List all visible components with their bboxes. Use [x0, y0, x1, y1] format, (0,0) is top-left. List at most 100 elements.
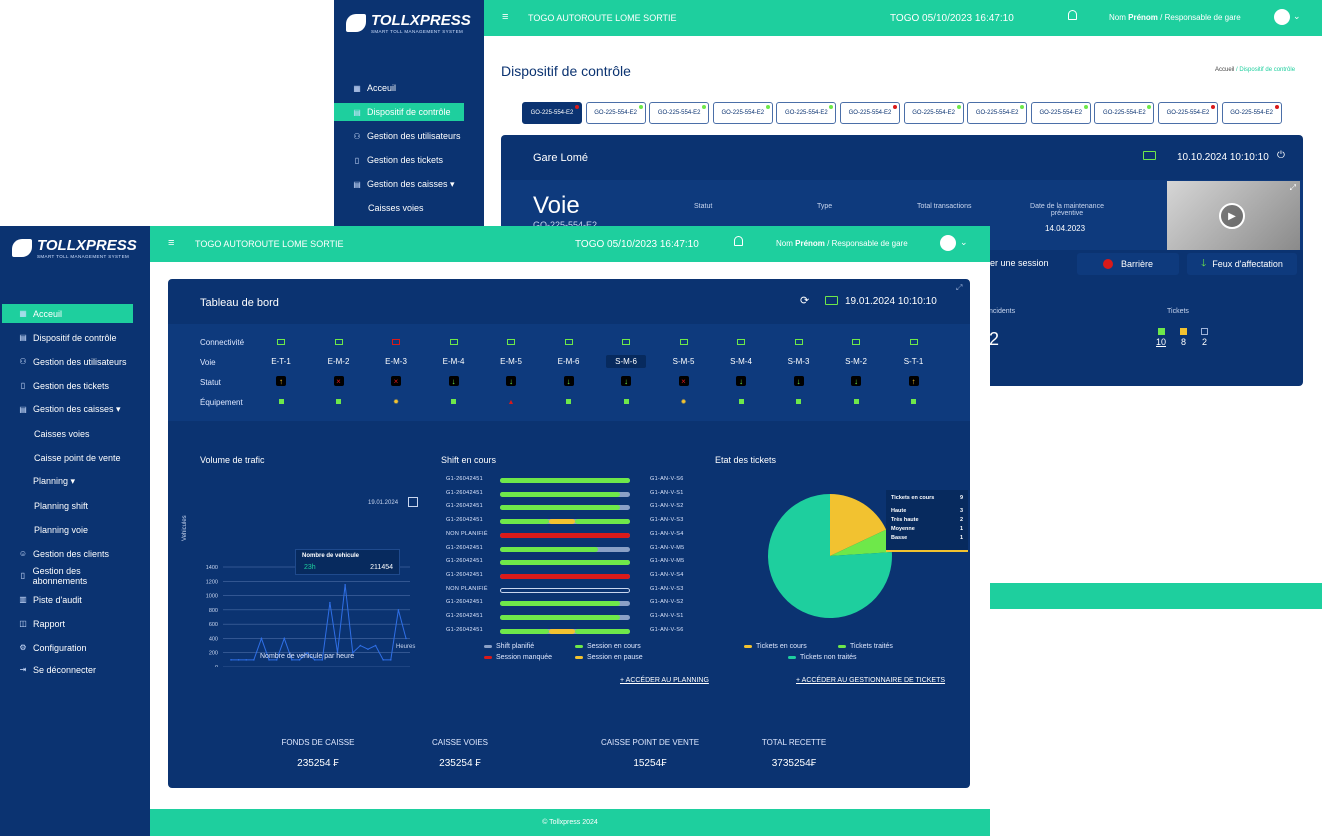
- traffic-point[interactable]: [336, 651, 339, 654]
- device-tab[interactable]: GO-225-554-E2: [522, 102, 582, 124]
- sidebar-item-piste-d-audit[interactable]: ▥ Piste d'audit: [2, 590, 133, 609]
- sidebar-item-acceuil[interactable]: ▦ Acceuil: [334, 79, 464, 97]
- shift-bar[interactable]: [500, 532, 630, 538]
- lane-label[interactable]: S-M-3: [787, 357, 810, 366]
- chevron-down-icon[interactable]: ⌄: [960, 237, 968, 247]
- menu-icon[interactable]: ≡: [502, 11, 509, 23]
- lane-label[interactable]: S-T-1: [903, 357, 924, 366]
- traffic-point[interactable]: [306, 651, 308, 654]
- lane-label[interactable]: E-T-1: [271, 357, 291, 366]
- sidebar-item-planning-shift[interactable]: Planning shift: [2, 496, 133, 515]
- traffic-point[interactable]: [260, 637, 263, 640]
- traffic-point[interactable]: [382, 659, 384, 661]
- traffic-point[interactable]: [397, 609, 400, 611]
- traffic-point[interactable]: [253, 659, 255, 661]
- sidebar-item-dispositif-de-controle[interactable]: ▤ Dispositif de contrôle: [2, 328, 133, 347]
- sidebar-item-gestion-des-caisses[interactable]: ▤ Gestion des caisses ▾: [2, 400, 133, 419]
- sidebar-item-gestion-des-utilisateurs[interactable]: ⚇ Gestion des utilisateurs: [334, 127, 464, 145]
- traffic-point[interactable]: [389, 659, 392, 661]
- shift-bar[interactable]: [500, 505, 630, 511]
- device-tab[interactable]: GO-225-554-E2: [585, 102, 646, 124]
- shift-bar[interactable]: [500, 519, 630, 525]
- sidebar-item-caisses-voies[interactable]: Caisses voies: [2, 424, 133, 443]
- sidebar-item-planning-voie[interactable]: Planning voie: [2, 520, 133, 539]
- device-tab[interactable]: GO-225-554-E2: [712, 102, 773, 124]
- traffic-point[interactable]: [367, 648, 369, 650]
- calendar-icon[interactable]: [408, 497, 418, 507]
- traffic-point[interactable]: [291, 659, 293, 661]
- avatar-icon[interactable]: [940, 235, 956, 251]
- avatar-icon[interactable]: [1274, 9, 1290, 25]
- traffic-point[interactable]: [268, 659, 270, 661]
- device-tab[interactable]: GO-225-554-E2: [1094, 102, 1155, 124]
- sidebar-item-rapport[interactable]: ◫ Rapport: [2, 614, 133, 633]
- expand-icon[interactable]: ⤢: [956, 283, 963, 292]
- traffic-point[interactable]: [351, 651, 354, 654]
- traffic-point[interactable]: [374, 644, 377, 647]
- shift-bar[interactable]: [500, 601, 630, 607]
- traffic-point[interactable]: [230, 659, 232, 661]
- pie-slice-tickets-non-traites[interactable]: [768, 494, 892, 618]
- device-tab[interactable]: GO-225-554-E2: [903, 102, 964, 124]
- device-tab[interactable]: GO-225-554-E2: [649, 102, 710, 124]
- sidebar-item-gestion-des-tickets[interactable]: ▯ Gestion des tickets: [334, 151, 464, 169]
- menu-icon[interactable]: ≡: [168, 237, 175, 249]
- power-icon[interactable]: ⏻: [1277, 150, 1285, 161]
- device-tab[interactable]: GO-225-554-E2: [1221, 102, 1282, 124]
- shift-bar[interactable]: [500, 478, 630, 483]
- sidebar-item-dispositif-de-controle[interactable]: ▤ Dispositif de contrôle: [334, 103, 464, 121]
- traffic-point[interactable]: [245, 659, 248, 661]
- lane-label[interactable]: S-M-6: [606, 355, 646, 368]
- traffic-point[interactable]: [283, 637, 286, 640]
- device-tab[interactable]: GO-225-554-E2: [1158, 102, 1218, 124]
- shift-bar[interactable]: [500, 628, 630, 634]
- shift-bar[interactable]: [500, 615, 630, 620]
- traffic-point[interactable]: [321, 659, 324, 661]
- sidebar-item-acceuil[interactable]: ▦ Acceuil: [2, 304, 133, 323]
- lane-label[interactable]: S-M-4: [730, 357, 752, 366]
- sidebar-item-configuration[interactable]: ⚙ Configuration: [2, 638, 133, 657]
- sidebar-item-caisses-voies[interactable]: Caisses voies: [334, 199, 464, 217]
- shift-bar[interactable]: [500, 546, 630, 552]
- ticket-count-1[interactable]: 10: [1156, 337, 1167, 347]
- traffic-point[interactable]: [359, 644, 362, 647]
- refresh-icon[interactable]: ⟳: [800, 295, 810, 307]
- device-tab[interactable]: GO-225-554-E2: [967, 102, 1028, 124]
- tickets-link[interactable]: + ACCÉDER AU GESTIONNAIRE DE TICKETS: [796, 677, 946, 684]
- expand-icon[interactable]: ⤢: [1289, 183, 1296, 192]
- sidebar-item-planning[interactable]: Planning ▾: [2, 472, 133, 491]
- start-session-button[interactable]: rer une session: [987, 258, 1049, 268]
- traffic-point[interactable]: [405, 637, 407, 640]
- header-user[interactable]: Nom Prénom / Responsable de gare: [776, 239, 908, 248]
- lane-label[interactable]: E-M-2: [327, 357, 350, 366]
- traffic-point[interactable]: [237, 659, 240, 661]
- lane-label[interactable]: S-M-5: [672, 357, 695, 366]
- bell-icon[interactable]: [1068, 10, 1077, 20]
- traffic-point[interactable]: [329, 601, 331, 604]
- device-tab[interactable]: GO-225-554-E2: [1030, 102, 1091, 124]
- sidebar-item-gestion-des-abonnements[interactable]: ▯ Gestion des abonnements: [2, 566, 133, 586]
- lane-label[interactable]: S-M-2: [845, 357, 867, 366]
- sidebar-item-gestion-des-caisses[interactable]: ▤ Gestion des caisses ▾: [334, 175, 464, 193]
- video-thumbnail[interactable]: ▶ ⤢: [1167, 181, 1300, 250]
- planning-link[interactable]: + ACCÉDER AU PLANNING: [620, 677, 709, 684]
- device-tab[interactable]: GO-225-554-E2: [776, 102, 837, 124]
- pie-slice-tickets-en-cours[interactable]: [830, 494, 887, 556]
- device-tab[interactable]: GO-225-554-E2: [840, 102, 900, 124]
- sidebar-item-gestion-des-clients[interactable]: ☺ Gestion des clients: [2, 544, 133, 563]
- play-icon[interactable]: ▶: [1219, 203, 1245, 229]
- sidebar-item-gestion-des-utilisateurs[interactable]: ⚇ Gestion des utilisateurs: [2, 352, 133, 371]
- shift-bar[interactable]: [500, 573, 630, 579]
- sidebar-item-caisse-point-de-vente[interactable]: Caisse point de vente: [2, 448, 133, 467]
- lane-label[interactable]: E-M-6: [557, 357, 580, 366]
- shift-bar[interactable]: [500, 560, 630, 566]
- bell-icon[interactable]: [734, 236, 743, 246]
- sidebar-item-se-deconnecter[interactable]: ⇥ Se déconnecter: [2, 660, 133, 679]
- shift-bar[interactable]: [500, 491, 630, 497]
- lane-label[interactable]: E-M-3: [385, 357, 407, 366]
- shift-bar[interactable]: [500, 587, 630, 593]
- traffic-point[interactable]: [344, 584, 346, 586]
- traffic-point[interactable]: [275, 659, 278, 661]
- lane-label[interactable]: E-M-4: [442, 357, 465, 366]
- traffic-point[interactable]: [313, 659, 316, 661]
